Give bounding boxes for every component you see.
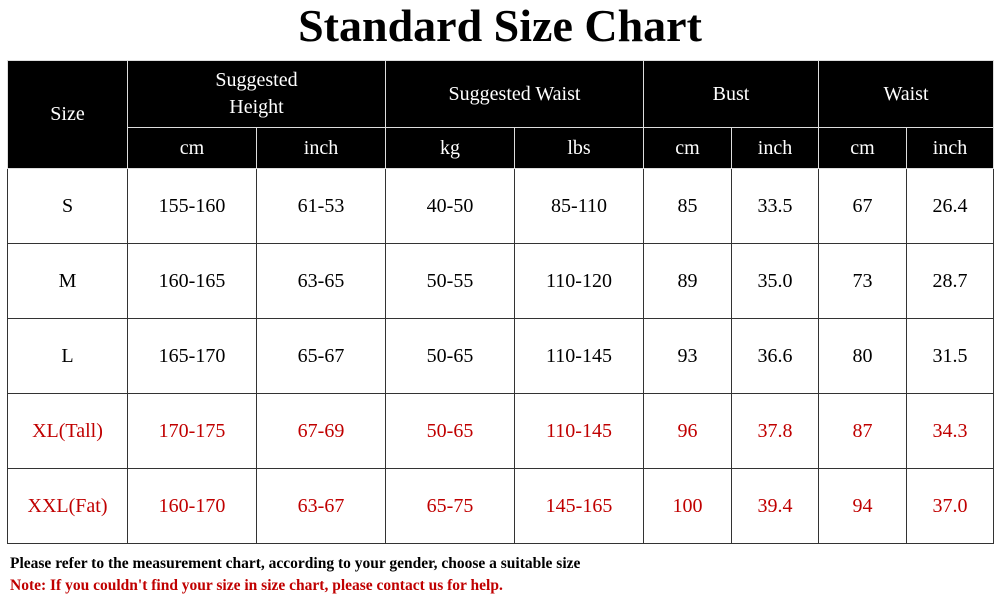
value-cell: 165-170 bbox=[127, 318, 257, 394]
value-cell: 160-165 bbox=[127, 243, 257, 319]
sub-header: inch bbox=[906, 127, 994, 169]
table-row: S 155-160 61-53 40-50 85-110 85 33.5 67 26.4 bbox=[7, 168, 994, 244]
value-cell: 36.6 bbox=[731, 318, 819, 394]
sub-header: inch bbox=[256, 127, 386, 169]
value-cell: 40-50 bbox=[385, 168, 515, 244]
value-cell: 85-110 bbox=[514, 168, 644, 244]
notes: Please refer to the measurement chart, a… bbox=[10, 553, 580, 597]
sub-header: cm bbox=[818, 127, 907, 169]
sub-header: inch bbox=[731, 127, 819, 169]
table-row: L 165-170 65-67 50-65 110-145 93 36.6 80 31.5 bbox=[7, 318, 994, 394]
note: Note: If you couldn't find your size in … bbox=[10, 577, 503, 594]
value-cell: 63-67 bbox=[256, 468, 386, 544]
value-cell: 35.0 bbox=[731, 243, 819, 319]
value-cell: 145-165 bbox=[514, 468, 644, 544]
value-cell: 94 bbox=[818, 468, 907, 544]
value-cell: 96 bbox=[643, 393, 732, 469]
value-cell: 67-69 bbox=[256, 393, 386, 469]
note: Please refer to the measurement chart, a… bbox=[10, 555, 581, 572]
value-cell: 65-75 bbox=[385, 468, 515, 544]
group-header: Bust bbox=[643, 60, 819, 128]
size-cell: XXL(Fat) bbox=[7, 468, 128, 544]
value-cell: 61-53 bbox=[256, 168, 386, 244]
group-header: Waist bbox=[818, 60, 994, 128]
value-cell: 73 bbox=[818, 243, 907, 319]
group-header: Suggested Height bbox=[127, 60, 386, 128]
table-header: Size Suggested Height Suggested Waist Bust W… bbox=[7, 60, 994, 169]
value-cell: 110-145 bbox=[514, 318, 644, 394]
group-header: Suggested Waist bbox=[385, 60, 644, 128]
size-cell: L bbox=[7, 318, 128, 394]
value-cell: 170-175 bbox=[127, 393, 257, 469]
title: Standard Size Chart bbox=[298, 0, 702, 51]
size-cell: S bbox=[7, 168, 128, 244]
value-cell: 100 bbox=[643, 468, 732, 544]
value-cell: 80 bbox=[818, 318, 907, 394]
value-cell: 67 bbox=[818, 168, 907, 244]
value-cell: 31.5 bbox=[906, 318, 994, 394]
value-cell: 39.4 bbox=[731, 468, 819, 544]
value-cell: 110-145 bbox=[514, 393, 644, 469]
value-cell: 33.5 bbox=[731, 168, 819, 244]
size-cell: XL(Tall) bbox=[7, 393, 128, 469]
size-table: Size Suggested Height Suggested Waist Bust W… bbox=[7, 60, 994, 544]
value-cell: 37.8 bbox=[731, 393, 819, 469]
value-cell: 89 bbox=[643, 243, 732, 319]
value-cell: 37.0 bbox=[906, 468, 994, 544]
sub-header: cm bbox=[127, 127, 257, 169]
value-cell: 34.3 bbox=[906, 393, 994, 469]
value-cell: 65-67 bbox=[256, 318, 386, 394]
value-cell: 160-170 bbox=[127, 468, 257, 544]
value-cell: 26.4 bbox=[906, 168, 994, 244]
sub-header: cm bbox=[643, 127, 732, 169]
size-header: Size bbox=[7, 60, 128, 169]
table-row: M 160-165 63-65 50-55 110-120 89 35.0 73 28.7 bbox=[7, 243, 994, 319]
value-cell: 87 bbox=[818, 393, 907, 469]
sub-header: kg bbox=[385, 127, 515, 169]
table-row: XXL(Fat) 160-170 63-67 65-75 145-165 100 39.4 9… bbox=[7, 468, 994, 544]
value-cell: 28.7 bbox=[906, 243, 994, 319]
value-cell: 110-120 bbox=[514, 243, 644, 319]
sub-header: lbs bbox=[514, 127, 644, 169]
value-cell: 93 bbox=[643, 318, 732, 394]
value-cell: 50-65 bbox=[385, 318, 515, 394]
value-cell: 50-55 bbox=[385, 243, 515, 319]
size-cell: M bbox=[7, 243, 128, 319]
table-body: S 155-160 61-53 40-50 85-110 85 33.5 67 26.4 M 160… bbox=[7, 168, 994, 544]
table-row: XL(Tall) 170-175 67-69 50-65 110-145 96 37.8 87… bbox=[7, 393, 994, 469]
value-cell: 63-65 bbox=[256, 243, 386, 319]
value-cell: 50-65 bbox=[385, 393, 515, 469]
value-cell: 155-160 bbox=[127, 168, 257, 244]
value-cell: 85 bbox=[643, 168, 732, 244]
